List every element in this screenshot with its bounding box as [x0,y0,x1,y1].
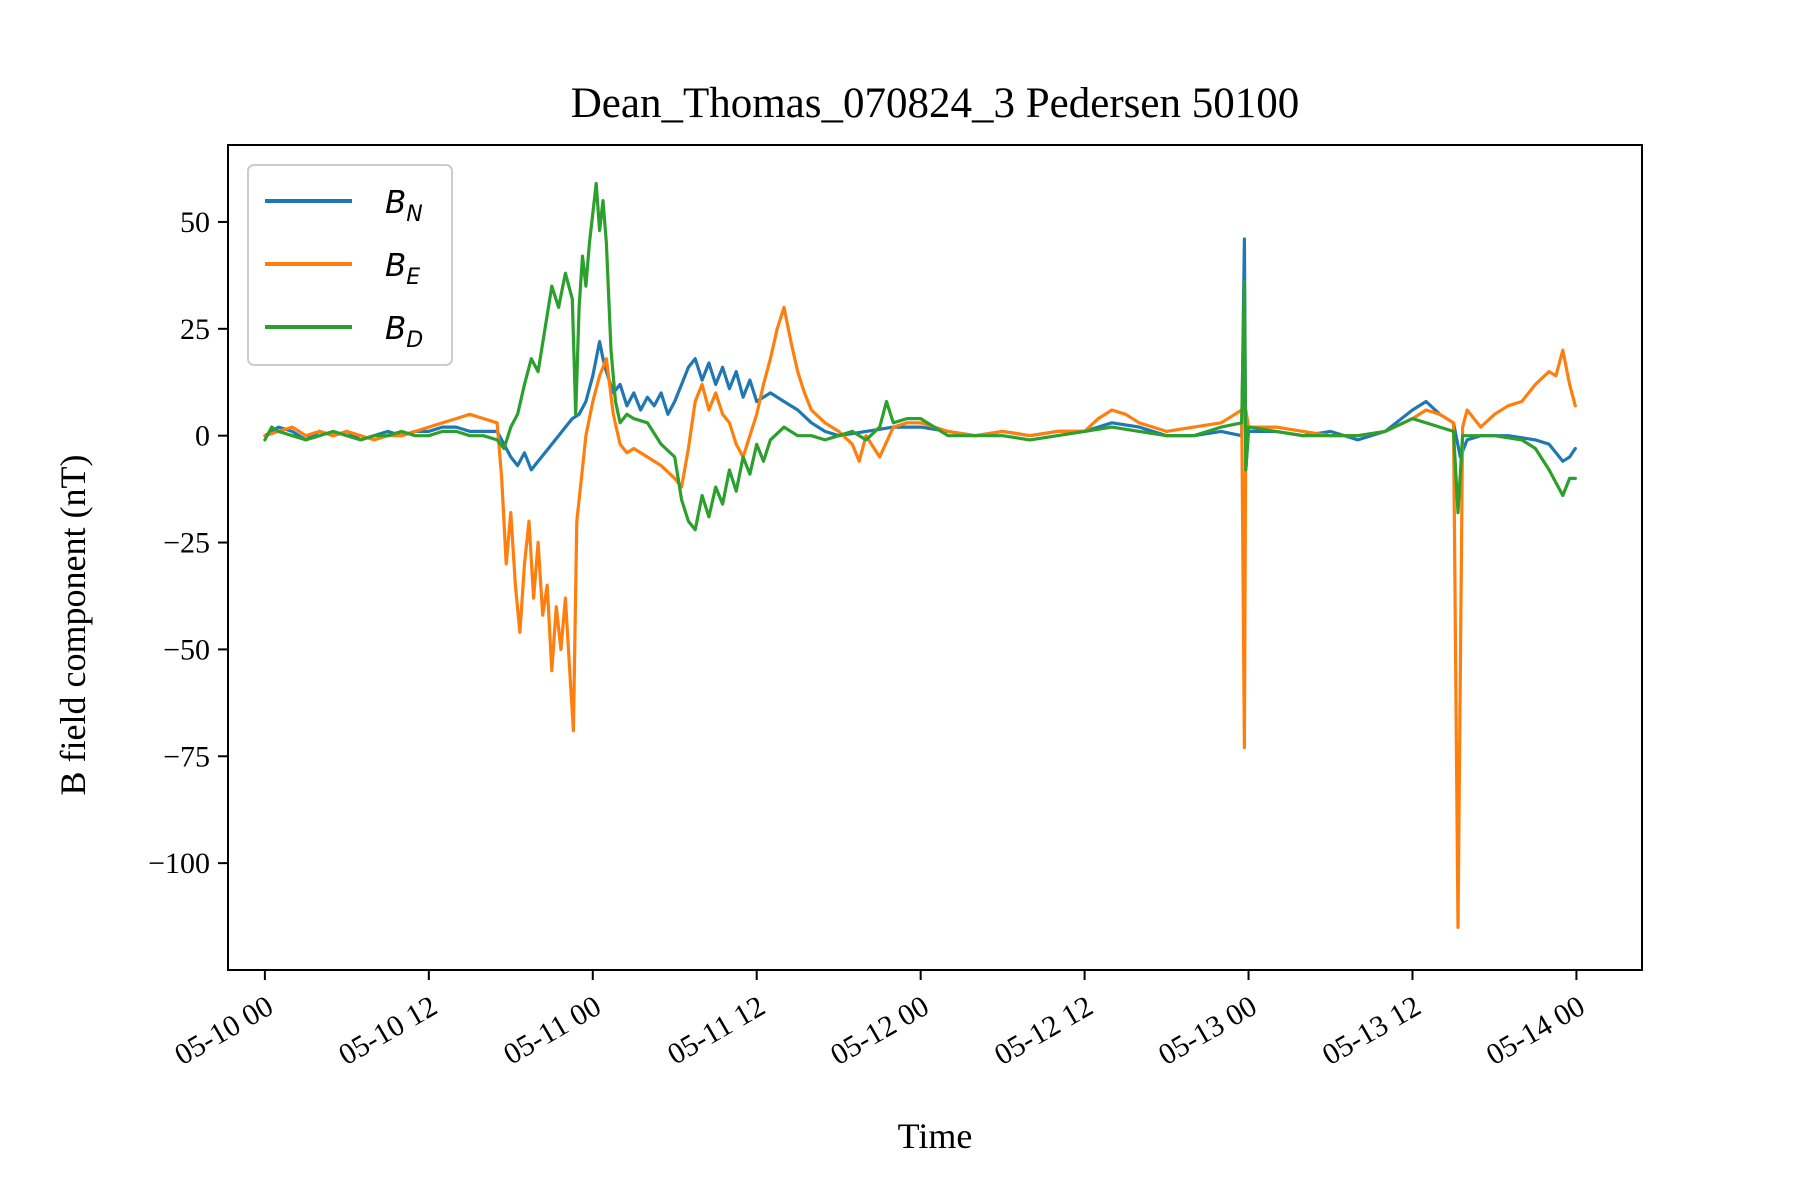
legend-bd-symbol: B [385,311,406,347]
y-tick-label: 50 [180,206,210,239]
chart-title: Dean_Thomas_070824_3 Pedersen 50100 [571,80,1299,127]
x-tick-label: 05-12 12 [989,989,1099,1071]
legend-bn-symbol: B [385,185,406,221]
legend-be-symbol: B [385,248,406,284]
y-tick-label: 0 [195,420,210,453]
series-line-be [263,305,1577,929]
x-tick-label: 05-14 00 [1481,989,1591,1071]
x-tick-label: 05-13 12 [1317,989,1427,1071]
legend-label-bn: BN [385,185,423,227]
y-axis-label: B field component (nT) [53,455,93,796]
x-tick-label: 05-11 12 [662,989,771,1071]
legend-label-be: BE [385,248,420,290]
x-tick-label: 05-13 00 [1153,989,1263,1071]
y-tick-label: −50 [163,633,210,666]
legend-be-subscript: E [406,265,420,290]
y-axis: 50 25 0 −25 −50 −75 −100 [148,206,228,880]
x-tick-label: 05-10 00 [169,989,279,1071]
series-line-bd [263,181,1577,532]
x-tick-label: 05-11 00 [498,989,607,1071]
x-tick-label: 05-12 00 [825,989,935,1071]
x-tick-label: 05-10 12 [333,989,443,1071]
legend-bn-subscript: N [406,202,422,227]
plot-frame [227,144,1643,971]
legend-bd-subscript: D [406,328,423,353]
y-tick-label: 25 [180,313,210,346]
series-line-bn [263,237,1577,472]
y-tick-label: −25 [163,527,210,560]
x-axis-label: Time [898,1116,973,1156]
y-tick-label: −75 [163,740,210,773]
legend-label-bd: BD [385,311,423,353]
legend: BN BE BD [247,164,453,366]
plot-lines [263,181,1577,929]
x-axis: 05-10 00 05-10 12 05-11 00 05-11 12 05-12 00… [169,970,1590,1072]
y-tick-label: −100 [148,847,210,880]
